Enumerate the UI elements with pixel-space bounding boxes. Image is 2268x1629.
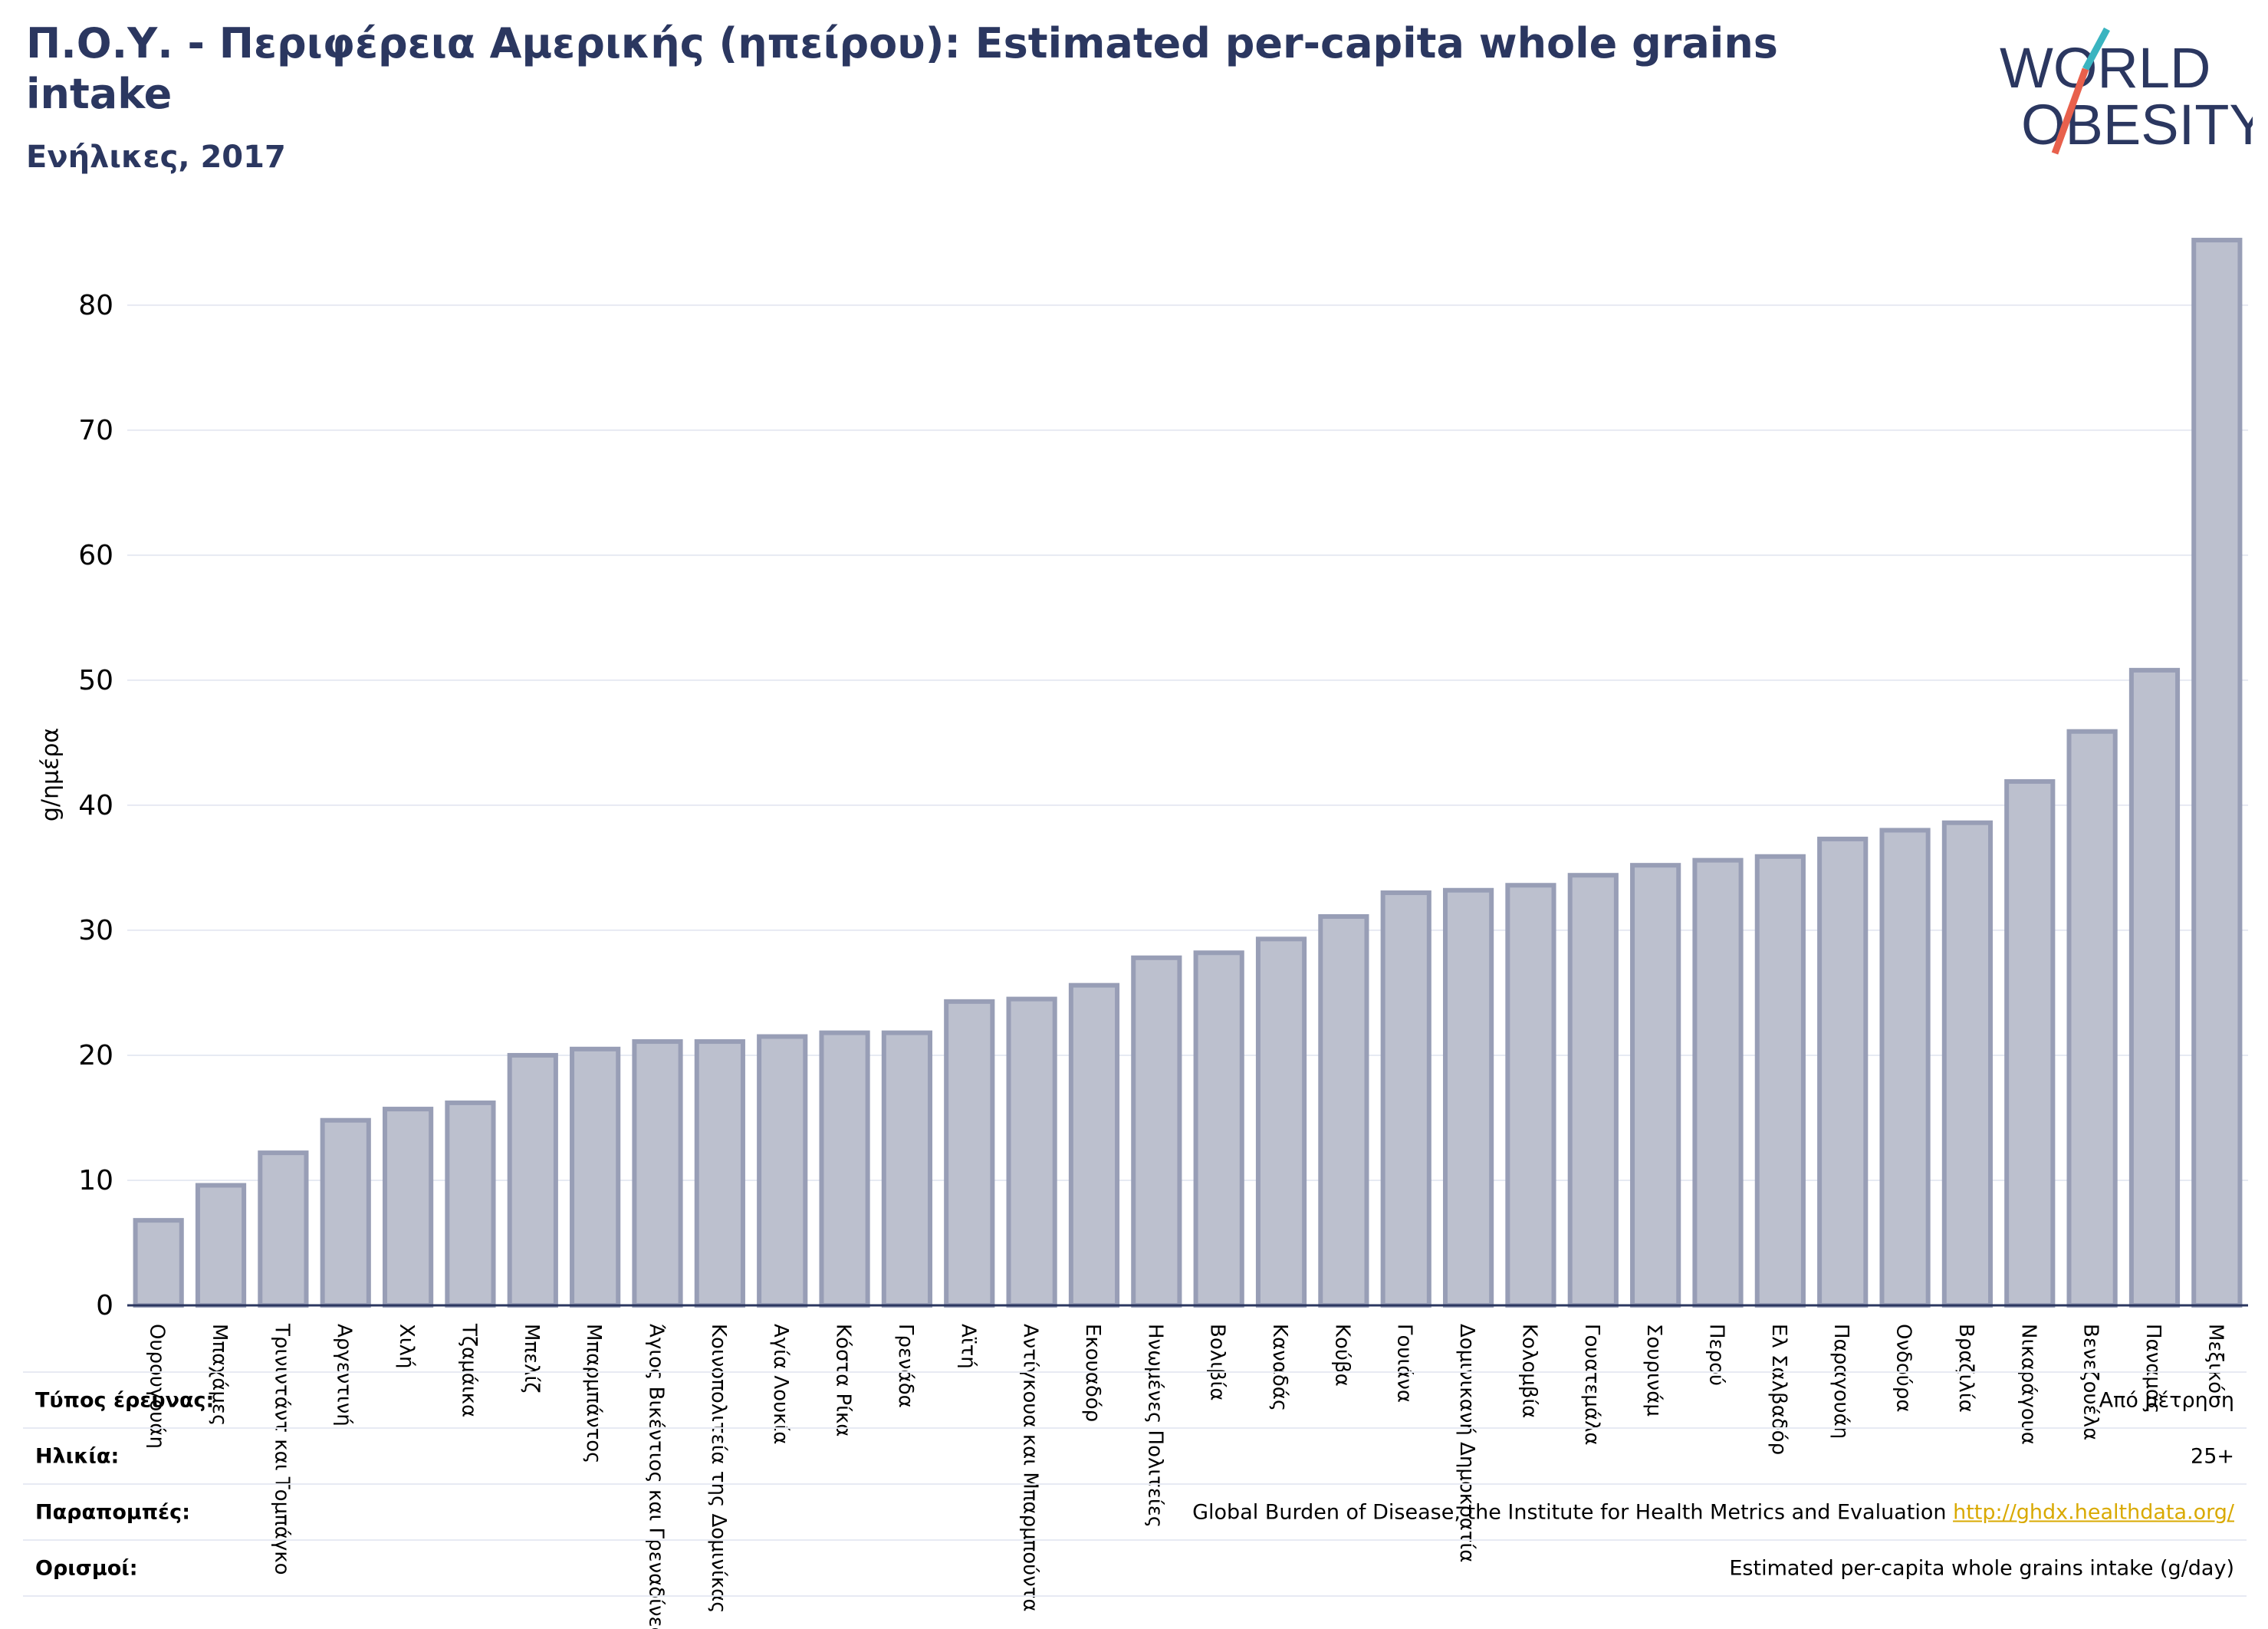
x-tick-label: Κούβα [1330, 1324, 1353, 1387]
bar[interactable] [2191, 238, 2243, 1308]
y-tick-label: 70 [78, 415, 113, 446]
x-tick-label: Αγία Λουκία [769, 1324, 792, 1444]
bar[interactable] [2066, 729, 2118, 1308]
reference-text: Global Burden of Disease, the Institute … [1192, 1500, 1947, 1524]
grid-lines [127, 304, 2248, 1181]
info-row-age: Ηλικία: 25+ [23, 1429, 2247, 1485]
bar[interactable] [1006, 996, 1057, 1308]
x-tick-label: Εκουαδόρ [1081, 1324, 1104, 1422]
bar[interactable] [1131, 955, 1182, 1308]
bar[interactable] [258, 1150, 309, 1308]
x-tick-label: Καναδάς [1268, 1324, 1291, 1411]
bar[interactable] [1941, 820, 1994, 1308]
x-tick-label: Μεξικό [2204, 1324, 2227, 1394]
info-row-survey-type: Τύπος έρευνας: Από μέτρηση [23, 1371, 2247, 1429]
bar[interactable] [1567, 873, 1619, 1308]
world-obesity-logo: WORLD OBESITY [2000, 27, 2253, 156]
x-tick-label: Βολιβία [1206, 1324, 1229, 1400]
info-label: Παραπομπές: [35, 1500, 190, 1524]
x-tick-label: Ηνωμένες Πολιτείες [1143, 1324, 1166, 1528]
info-label: Ορισμοί: [35, 1556, 138, 1580]
bar[interactable] [570, 1046, 621, 1308]
logo-slash-top [2082, 27, 2110, 71]
bar[interactable] [320, 1117, 371, 1308]
y-tick-label: 40 [78, 790, 113, 821]
bar[interactable] [1754, 854, 1806, 1308]
bar[interactable] [1692, 857, 1744, 1308]
bar[interactable] [1879, 828, 1931, 1308]
bar[interactable] [2128, 667, 2181, 1308]
x-tick-label: Νικαράγουα [2017, 1324, 2040, 1445]
bar[interactable] [195, 1183, 247, 1308]
x-tick-label: Αϊτή [956, 1324, 979, 1369]
x-tick-label: Τζαμάικα [457, 1323, 480, 1417]
info-label: Ηλικία: [35, 1444, 120, 1468]
bar[interactable] [757, 1034, 808, 1308]
y-tick-label: 80 [78, 290, 113, 321]
bar[interactable] [445, 1100, 496, 1308]
reference-link[interactable]: http://ghdx.healthdata.org/ [1953, 1500, 2234, 1524]
chart-title: Π.Ο.Υ. - Περιφέρεια Αμερικής (ηπείρου): … [26, 19, 1778, 118]
bar[interactable] [1817, 836, 1869, 1308]
bar[interactable] [1255, 936, 1307, 1308]
bar[interactable] [944, 999, 995, 1308]
bar[interactable] [1380, 890, 1431, 1308]
bar[interactable] [1442, 887, 1494, 1308]
info-value-references: Global Burden of Disease, the Institute … [1192, 1500, 2234, 1524]
info-table: Τύπος έρευνας: Από μέτρηση Ηλικία: 25+ Π… [23, 1371, 2247, 1597]
x-tick-label: Μπαρμπάντος [582, 1324, 605, 1463]
bars [133, 238, 2243, 1308]
x-tick-label: Παναμάς [2141, 1324, 2164, 1413]
x-tick-label: Παραγουάη [1829, 1324, 1852, 1439]
y-tick-labels: 0 10 20 30 40 50 60 70 80 [78, 290, 113, 1321]
bar[interactable] [507, 1052, 558, 1308]
x-tick-label: Γουατεμάλα [1580, 1324, 1603, 1446]
y-tick-label: 50 [78, 665, 113, 696]
x-tick-label: Ελ Σαλβαδόρ [1767, 1324, 1790, 1455]
bar[interactable] [1505, 883, 1556, 1308]
x-tick-label: Γρενάδα [894, 1324, 917, 1408]
x-tick-label: Σουρινάμ [1642, 1324, 1665, 1417]
x-tick-label: Μπελίζ [520, 1324, 543, 1393]
logo-slash-bottom [2051, 67, 2089, 155]
bar[interactable] [881, 1030, 933, 1308]
x-tick-label: Αργεντινή [333, 1324, 356, 1427]
bar[interactable] [1318, 913, 1369, 1308]
bar[interactable] [2004, 778, 2056, 1308]
x-tick-label: Άγιος Βικέντιος και Γρεναδίνες [645, 1324, 668, 1629]
y-tick-label: 10 [78, 1165, 113, 1196]
x-tick-label: Γουιάνα [1393, 1324, 1416, 1403]
y-tick-label: 20 [78, 1040, 113, 1071]
bar[interactable] [819, 1030, 870, 1308]
x-tick-label: Βραζιλία [1954, 1324, 1977, 1413]
logo-line1: WORLD [2000, 36, 2210, 100]
x-tick-label: Τρινιντάντ και Τομπάγκο [270, 1323, 293, 1575]
info-value: 25+ [2191, 1444, 2234, 1468]
bar[interactable] [382, 1107, 434, 1308]
bar[interactable] [1193, 950, 1244, 1308]
bar[interactable] [133, 1218, 184, 1308]
x-tick-label: Ονδούρα [1892, 1324, 1915, 1413]
x-tick-label: Κολομβία [1517, 1324, 1540, 1418]
x-tick-label: Δομινικανή Δημοκρατία [1455, 1324, 1478, 1562]
info-row-definitions: Ορισμοί: Estimated per-capita whole grai… [23, 1541, 2247, 1597]
x-tick-label: Βενεζουέλα [2079, 1324, 2102, 1440]
bar[interactable] [694, 1039, 745, 1308]
bar[interactable] [1068, 982, 1120, 1308]
y-tick-label: 30 [78, 915, 113, 946]
y-tick-label: 60 [78, 540, 113, 571]
info-row-references: Παραπομπές: Global Burden of Disease, th… [23, 1485, 2247, 1541]
x-tick-label: Χιλή [395, 1324, 418, 1368]
x-tick-label: Περού [1705, 1324, 1728, 1386]
bar[interactable] [1630, 863, 1681, 1308]
x-tick-label: Κόστα Ρίκα [832, 1324, 855, 1436]
chart-subtitle: Ενήλικες, 2017 [26, 140, 286, 175]
bar[interactable] [632, 1039, 683, 1308]
info-label: Τύπος έρευνας: [35, 1388, 215, 1412]
y-tick-label: 0 [96, 1290, 113, 1321]
x-tick-label: Μπαχάμες [208, 1324, 231, 1426]
info-value: Από μέτρηση [2099, 1388, 2234, 1412]
info-value: Estimated per-capita whole grains intake… [1729, 1556, 2234, 1580]
